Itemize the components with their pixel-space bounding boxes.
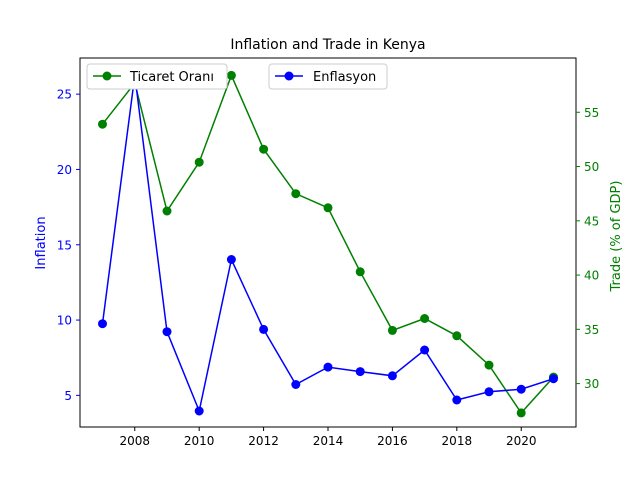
trade-series-point [259, 144, 269, 154]
trade-series-point [162, 206, 172, 216]
trade-series-point [387, 325, 397, 335]
inflation-series-point [516, 384, 526, 394]
y-right-tick-label: 55 [584, 106, 599, 120]
inflation-series-point [323, 362, 333, 372]
inflation-series-point [355, 367, 365, 377]
chart-title: Inflation and Trade in Kenya [230, 37, 425, 53]
trade-series-point [420, 314, 430, 323]
trade-series-point [452, 331, 462, 341]
y-right-tick-label: 35 [584, 323, 599, 337]
x-tick-label: 2012 [248, 434, 279, 448]
y-right-tick-label: 50 [584, 160, 599, 174]
x-axis: 2008 2010 2012 2014 2016 2018 2020 [119, 427, 537, 448]
y-left-tick-label: 10 [57, 314, 72, 328]
inflation-series-point [420, 345, 430, 355]
inflation-series-point [291, 380, 301, 389]
y-right-axis-label: Trade (% of GDP) [609, 181, 624, 293]
legend-trade-frame [86, 63, 228, 90]
legend-inflation: Enflasyon [268, 63, 388, 90]
inflation-series-point [549, 374, 558, 384]
trade-series-point [355, 267, 365, 277]
y-right-tick-label: 30 [584, 377, 599, 391]
x-tick-label: 2010 [184, 434, 215, 448]
x-tick-label: 2014 [313, 434, 344, 448]
trade-series-point [194, 157, 204, 167]
trade-series-point [516, 408, 526, 418]
legend-inflation-frame [268, 63, 388, 90]
x-tick-label: 2008 [119, 434, 150, 448]
trade-series-point [226, 70, 236, 80]
trade-series-point [323, 203, 333, 213]
plot-area [79, 57, 577, 428]
y-left-tick-label: 20 [57, 163, 72, 177]
trade-series-point [484, 360, 494, 370]
y-left-tick-label: 15 [57, 238, 72, 252]
plot-frame [79, 57, 577, 428]
y-left-tick-label: 25 [57, 88, 72, 102]
trade-series-point [291, 189, 301, 199]
y-right-tick-label: 45 [584, 214, 599, 228]
y-left-axis-label: Inflation [34, 216, 49, 269]
x-tick-label: 2020 [506, 434, 537, 448]
x-tick-label: 2016 [377, 434, 408, 448]
legend-inflation-label: Enflasyon [313, 70, 376, 85]
inflation-series-line [101, 75, 554, 414]
trade-series-point [98, 119, 107, 129]
inflation-series-point [484, 387, 494, 397]
inflation-series-point [98, 319, 107, 329]
y-left-tick-label: 5 [64, 389, 72, 403]
legend-trade-label: Ticaret Oranı [129, 70, 214, 85]
inflation-series-point [387, 371, 397, 381]
inflation-series-point [162, 327, 172, 337]
x-tick-label: 2018 [442, 434, 473, 448]
legend-inflation-marker [284, 71, 294, 81]
legend-trade: Ticaret Oranı [86, 63, 228, 90]
y-right-axis: 30 35 40 45 50 55 [576, 106, 599, 391]
inflation-series-point [226, 255, 236, 264]
legend-trade-marker [102, 71, 112, 81]
inflation-series-point [452, 395, 462, 405]
inflation-series-point [259, 324, 269, 334]
y-right-tick-label: 40 [584, 269, 599, 283]
y-left-axis: 5 10 15 20 25 [57, 88, 80, 403]
inflation-series-point [194, 406, 204, 416]
